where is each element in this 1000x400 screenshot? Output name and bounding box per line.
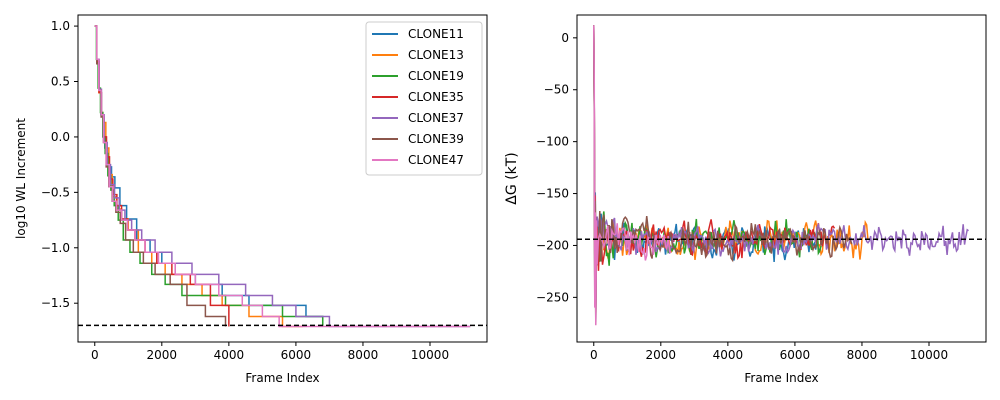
axes-frame	[576, 14, 987, 343]
y-tick-label: −1.0	[41, 241, 70, 255]
x-tick-label: 8000	[348, 348, 379, 362]
y-tick-label: −0.5	[41, 185, 70, 199]
y-axis-title: log10 WL Increment	[14, 118, 28, 239]
series-line-clone11	[94, 25, 324, 327]
series-line-clone37	[593, 25, 969, 323]
series-line-clone47	[94, 25, 471, 328]
series-line-clone19	[593, 25, 822, 325]
y-tick-label: −250	[536, 290, 569, 304]
legend-label: CLONE13	[408, 48, 464, 62]
y-tick-label: 0.0	[51, 130, 70, 144]
legend-label: CLONE19	[408, 69, 464, 83]
series-line-clone35	[593, 25, 836, 314]
x-tick-label: 10000	[411, 348, 449, 362]
y-tick-label: −200	[536, 238, 569, 252]
x-tick-label: 6000	[281, 348, 312, 362]
right-plot: 0 2000 4000 6000 8000 10000 0 −50 −100 −150 −200 −2…	[504, 14, 987, 385]
x-tick-label: 10000	[910, 348, 948, 362]
y-tick-label: −100	[536, 135, 569, 149]
x-tick-label: 0	[91, 348, 99, 362]
legend-label: CLONE39	[408, 132, 464, 146]
y-tick-label: 0.5	[51, 75, 70, 89]
x-axis-title: Frame Index	[744, 371, 818, 385]
plot-area	[78, 25, 487, 328]
y-tick-label: 1.0	[51, 19, 70, 33]
y-axis-title: ΔG (kT)	[504, 152, 520, 204]
legend-label: CLONE35	[408, 90, 464, 104]
legend-label: CLONE37	[408, 111, 464, 125]
y-tick-label: −50	[544, 83, 569, 97]
x-tick-label: 8000	[847, 348, 878, 362]
series-line-clone39	[593, 25, 853, 311]
x-tick-label: 0	[590, 348, 598, 362]
series-line-clone19	[94, 25, 324, 327]
legend-box	[365, 21, 483, 176]
series-line-clone47	[593, 25, 672, 326]
series-line-clone13	[94, 25, 303, 328]
y-tick-label: −1.5	[41, 296, 70, 310]
plot-area	[577, 25, 986, 326]
x-tick-label: 4000	[713, 348, 744, 362]
x-tick-label: 2000	[147, 348, 178, 362]
left-plot: 0 2000 4000 6000 8000 10000 1.0 0.5 0.0 −0.5 −1.0 −…	[14, 14, 488, 385]
series-line-clone13	[593, 25, 869, 319]
y-tick-label: −150	[536, 187, 569, 201]
series-line-clone11	[593, 25, 822, 310]
x-tick-label: 2000	[646, 348, 677, 362]
legend-label: CLONE47	[408, 153, 464, 167]
axes-frame	[77, 14, 488, 343]
legend-label: CLONE11	[408, 27, 464, 41]
y-tick-label: 0	[561, 31, 569, 45]
legend: CLONE11 CLONE13 CLONE19 CLONE35 CLONE37 CLONE…	[365, 21, 483, 176]
x-tick-label: 4000	[214, 348, 245, 362]
x-axis-title: Frame Index	[245, 371, 319, 385]
x-tick-label: 6000	[780, 348, 811, 362]
